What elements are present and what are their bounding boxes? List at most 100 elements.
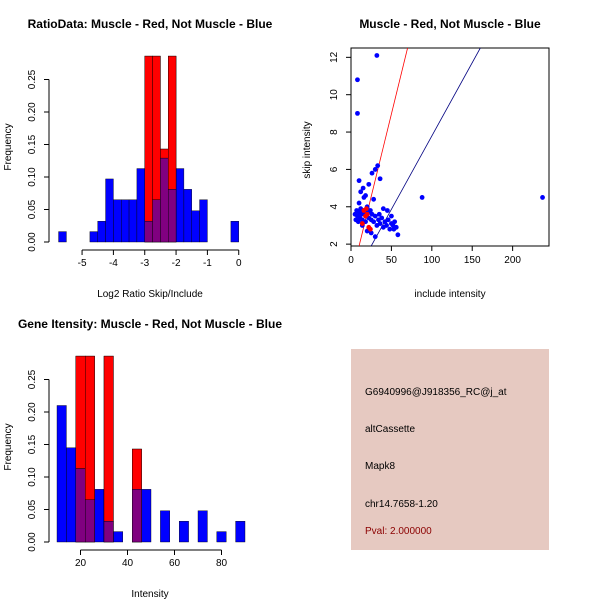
gene-bar-overlap-2	[103, 521, 114, 543]
gene-bar-overlap-1	[84, 499, 95, 543]
gene-bar-overlap-3	[131, 489, 142, 543]
scatter-x-tick-label-2: 100	[423, 255, 440, 266]
ratio-histogram-x-axis: -5 -4 -3 -2 -1 0	[78, 249, 242, 269]
scatter-plot-box	[350, 47, 550, 247]
ratio-histogram-ylabel: Frequency	[3, 123, 14, 170]
scatter-point-not-muscle-36	[356, 200, 362, 206]
scatter-point-not-muscle-29	[384, 223, 389, 228]
scatter-x-tick-label-3: 150	[464, 255, 481, 266]
ratio-histogram-y-axis: 0.00 0.05 0.10 0.15 0.20 0.25	[27, 69, 50, 252]
gene-x-tick-label-2: 60	[169, 558, 181, 569]
gene-bar-muscle-only-1	[84, 355, 95, 500]
scatter-line-blue-fit	[370, 48, 481, 246]
scatter-point-not-muscle-38	[360, 185, 366, 191]
ratio-x-tick-label-3: -2	[172, 258, 181, 269]
location-label: chr14.7658-1.20	[365, 499, 438, 510]
event-type-label: altCassette	[365, 424, 416, 435]
scatter-point-not-muscle-25	[377, 221, 383, 226]
scatter-point-not-muscle-54	[355, 110, 360, 116]
gene-bar-not-muscle-1	[66, 447, 77, 543]
ratio-bar-not-muscle-0	[58, 231, 67, 243]
scatter-y-tick-label-1: 4	[329, 204, 340, 210]
gene-bar-muscle-only-0	[75, 355, 86, 469]
scatter-point-muscle-2	[361, 208, 367, 213]
ratio-histogram-bars	[58, 55, 239, 243]
scatter-y-axis: 2 4 6 8 10 12	[329, 51, 351, 247]
ratio-x-tick-label-2: -3	[140, 258, 149, 269]
gene-bar-not-muscle-4	[94, 489, 105, 543]
scatter-point-not-muscle-49	[384, 208, 390, 213]
scatter-points	[352, 53, 545, 240]
gene-intensity-histogram: Gene Itensity: Muscle - Red, Not Muscle …	[3, 317, 282, 600]
gene-bar-not-muscle-6	[113, 531, 124, 543]
scatter-point-not-muscle-34	[392, 219, 398, 225]
ratio-y-tick-label-3: 0.15	[27, 134, 38, 154]
gene-bar-not-muscle-9	[160, 510, 170, 543]
scatter-point-not-muscle-39	[363, 193, 368, 198]
scatter-point-not-muscle-50	[389, 213, 394, 219]
gene-x-tick-label-1: 40	[122, 558, 134, 569]
ratio-bar-muscle-only-1	[152, 55, 161, 200]
scatter-point-not-muscle-60	[368, 230, 374, 236]
gene-y-tick-label-0: 0.00	[27, 532, 38, 552]
scatter-point-not-muscle-41	[369, 170, 375, 176]
ratio-x-tick-label-1: -4	[109, 258, 118, 269]
ratio-bar-overlap-0	[144, 220, 153, 243]
ratio-bar-not-muscle-5	[121, 199, 130, 243]
scatter-y-tick-label-3: 8	[329, 129, 340, 135]
gene-y-tick-label-2: 0.10	[27, 467, 38, 487]
gene-bar-not-muscle-12	[216, 531, 227, 543]
gene-bar-muscle-only-3	[131, 448, 142, 490]
scatter-point-not-muscle-40	[366, 181, 372, 187]
ratio-bar-not-muscle-2	[97, 220, 106, 243]
scatter-point-muscle-5	[364, 211, 370, 217]
ratio-y-tick-label-5: 0.25	[27, 69, 38, 89]
scatter-x-tick-label-1: 50	[386, 255, 398, 266]
ratio-bar-not-muscle-6	[128, 199, 138, 243]
ratio-bar-overlap-3	[168, 189, 177, 243]
ratio-bar-not-muscle-12	[175, 168, 185, 243]
gene-intensity-title: Gene Itensity: Muscle - Red, Not Muscle …	[18, 317, 282, 331]
scatter-point-not-muscle-55	[355, 77, 360, 83]
gene-bar-muscle-only-2	[103, 355, 114, 522]
ratio-bar-not-muscle-4	[113, 199, 122, 243]
scatter-y-tick-label-2: 6	[329, 166, 340, 172]
ratio-y-tick-label-4: 0.20	[27, 102, 38, 122]
scatter-point-not-muscle-37	[358, 189, 364, 195]
scatter-point-not-muscle-47	[376, 211, 382, 217]
scatter-point-not-muscle-58	[540, 195, 545, 200]
ratio-y-tick-label-1: 0.05	[27, 199, 38, 219]
gene-bar-not-muscle-8	[141, 489, 152, 543]
gene-bar-not-muscle-0	[56, 405, 67, 543]
ratio-bar-muscle-only-3	[168, 55, 177, 190]
gene-x-tick-label-0: 20	[75, 558, 87, 569]
intensity-scatter: Muscle - Red, Not Muscle - Blue 0 50 100 15…	[302, 17, 550, 300]
scatter-point-not-muscle-22	[372, 213, 378, 219]
ratio-x-tick-label-0: -5	[78, 258, 87, 269]
ratio-bar-not-muscle-3	[105, 178, 114, 243]
gene-intensity-bars	[56, 355, 246, 543]
gene-bar-not-muscle-13	[235, 521, 246, 543]
scatter-point-not-muscle-53	[356, 178, 362, 184]
gene-x-tick-label-3: 80	[216, 558, 228, 569]
scatter-point-not-muscle-56	[374, 53, 380, 58]
scatter-point-not-muscle-48	[380, 206, 386, 212]
scatter-point-not-muscle-46	[371, 196, 377, 202]
ratio-bar-not-muscle-13	[183, 189, 192, 243]
gene-y-tick-label-3: 0.15	[27, 434, 38, 454]
scatter-point-not-muscle-52	[395, 232, 401, 238]
scatter-point-not-muscle-51	[391, 226, 397, 232]
gene-intensity-ylabel: Frequency	[3, 423, 14, 470]
scatter-point-not-muscle-43	[375, 163, 381, 169]
gene-intensity-y-axis: 0.00 0.05 0.10 0.15 0.20 0.25	[27, 369, 50, 552]
scatter-point-muscle-4	[359, 221, 365, 226]
ratio-bar-not-muscle-7	[136, 168, 145, 243]
gene-bar-overlap-0	[75, 468, 86, 543]
pval-label: Pval: 2.000000	[365, 526, 432, 537]
ratio-bar-not-muscle-14	[191, 210, 200, 243]
scatter-y-tick-label-0: 2	[329, 241, 340, 247]
scatter-point-not-muscle-44	[377, 176, 383, 182]
info-panel: G6940996@J918356_RC@j_at altCassette Map…	[351, 349, 549, 550]
scatter-ylabel: skip intensity	[302, 121, 313, 178]
ratio-x-tick-label-4: -1	[203, 258, 212, 269]
